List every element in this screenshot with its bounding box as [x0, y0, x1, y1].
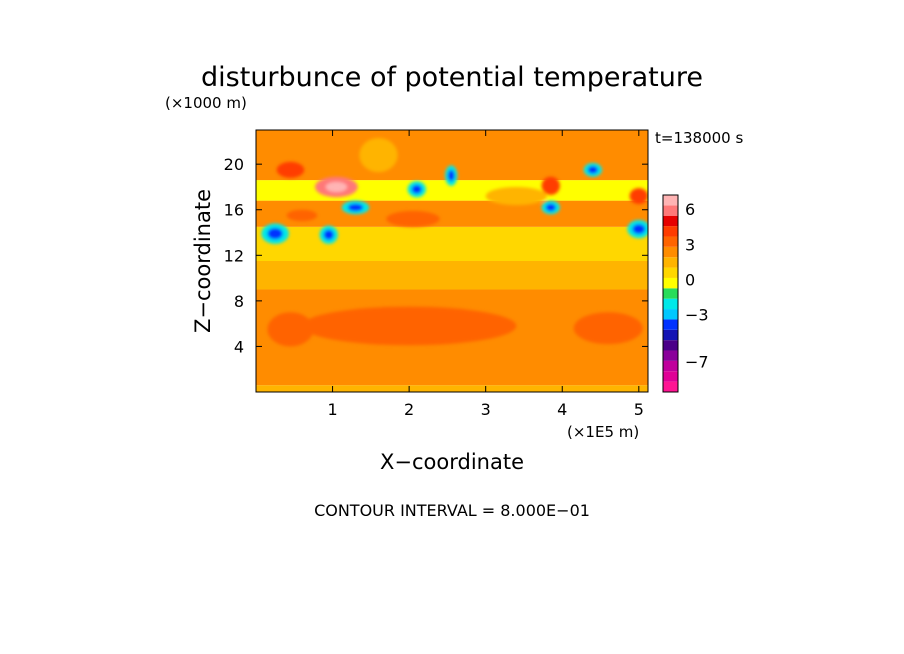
y-axis-ticks: 4 8 12 16 20 [224, 155, 648, 356]
x-tick-label: 3 [481, 400, 491, 419]
band-2 [256, 261, 648, 290]
colorbar-cell [663, 226, 678, 237]
feature-core-7 [632, 224, 646, 235]
x-axis-ticks: 1 2 3 4 5 [327, 130, 644, 419]
colorbar-cell [663, 309, 678, 320]
feature-17 [485, 186, 547, 206]
x-unit-label: (×1E5 m) [567, 423, 639, 441]
colorbar-cell [663, 381, 678, 392]
feature-15 [267, 312, 314, 347]
feature-11 [541, 176, 560, 195]
colorbar-cell [663, 236, 678, 247]
y-tick-label: 8 [234, 292, 244, 311]
y-tick-label: 20 [224, 155, 244, 174]
colorbar-cell [663, 350, 678, 361]
colorbar-cell [663, 267, 678, 278]
colorbar-cell [663, 329, 678, 341]
contour-interval-label: CONTOUR INTERVAL = 8.000E−01 [314, 501, 590, 520]
y-tick-label: 4 [234, 337, 244, 356]
y-tick-label: 12 [224, 246, 244, 265]
colorbar-tick-label: 3 [685, 235, 695, 254]
band-0 [256, 385, 648, 392]
x-tick-label: 1 [327, 400, 337, 419]
y-axis-label: Z−coordinate [191, 189, 215, 333]
features-layer [261, 137, 648, 347]
colorbar-tick-label: −7 [685, 353, 709, 372]
time-label: t=138000 s [655, 129, 743, 147]
y-unit-label: (×1000 m) [165, 94, 247, 112]
colorbar-tick-label: 0 [685, 270, 695, 289]
colorbar-cell [663, 360, 678, 372]
band-3 [256, 226, 648, 261]
feature-core-5 [545, 203, 556, 212]
feature-13 [286, 209, 318, 222]
x-tick-label: 2 [404, 400, 414, 419]
colorbar-ticks: 6 3 0 −3 −7 [685, 200, 709, 371]
band-4 [256, 200, 648, 227]
x-axis-label: X−coordinate [380, 450, 524, 474]
feature-core-3 [447, 169, 455, 182]
feature-core-1 [323, 229, 334, 240]
feature-16 [573, 312, 643, 345]
colorbar-frame [662, 194, 679, 393]
feature-12 [629, 188, 648, 205]
feature-core-6 [587, 166, 598, 174]
x-tick-label: 5 [634, 400, 644, 419]
feature-core-0 [267, 228, 283, 240]
chart-title: disturbunce of potential temperature [201, 62, 703, 93]
feature-10 [386, 210, 440, 227]
feature-core-2 [347, 203, 364, 212]
colorbar-cell [663, 195, 678, 206]
colorbar-cell [663, 298, 678, 310]
colorbar-cell [663, 246, 678, 258]
feature-core-4 [411, 184, 422, 194]
colorbar-cell [663, 340, 678, 351]
colorbar-cell [663, 319, 678, 330]
colorbar-cell [663, 205, 678, 216]
feature-18 [359, 137, 398, 173]
plot-area [256, 130, 648, 392]
x-tick-label: 4 [557, 400, 567, 419]
colorbar-cell [663, 288, 678, 299]
plot-frame [255, 129, 649, 393]
colorbar-cell [663, 371, 678, 382]
y-tick-label: 16 [224, 201, 244, 220]
colorbar-tick-label: 6 [685, 200, 695, 219]
colorbar-tick-label: −3 [685, 306, 709, 325]
feature-9 [276, 161, 305, 178]
feature-core-8 [325, 181, 348, 193]
colorbar-cell [663, 215, 678, 227]
colorbar [662, 194, 679, 393]
feature-14 [301, 306, 517, 346]
colorbar-cell [663, 257, 678, 268]
colorbar-cell [663, 277, 678, 289]
